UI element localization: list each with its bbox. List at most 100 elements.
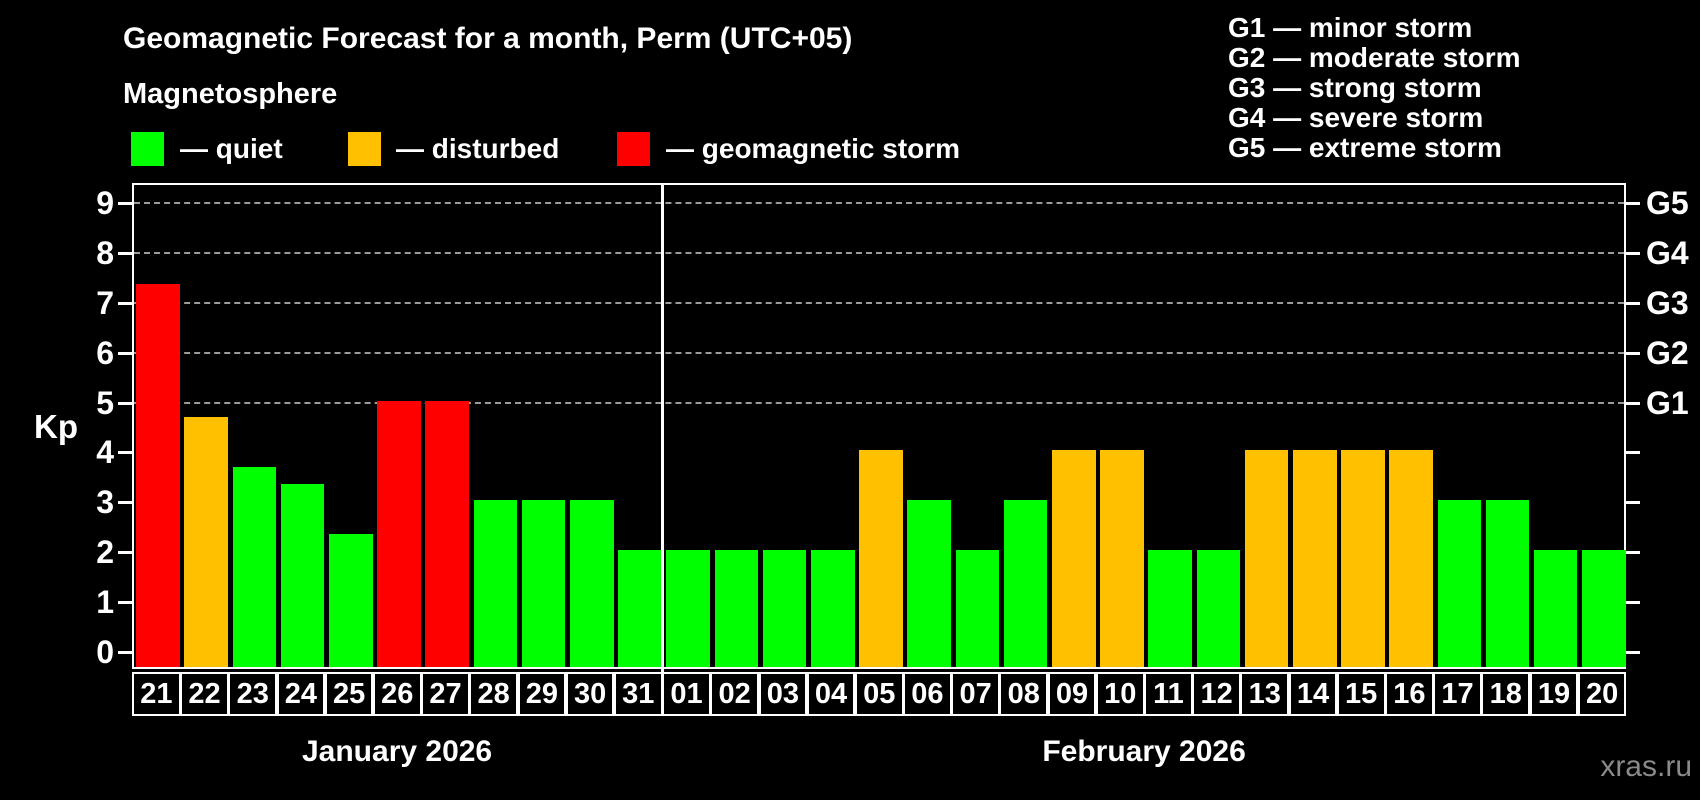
y-tick-7: [118, 301, 132, 305]
kp-bar-09: [1051, 450, 1096, 667]
right-tick-5: [1626, 401, 1640, 405]
g5-legend-line: G5 — extreme storm: [1228, 132, 1502, 163]
kp-bar-03: [762, 550, 807, 667]
right-axis-label-g4: G4: [1646, 234, 1689, 271]
day-label-cell-09: 09: [1047, 672, 1097, 716]
kp-bar-19: [1533, 550, 1578, 667]
quiet-color-swatch: [131, 132, 164, 166]
kp-bar-06: [907, 500, 951, 667]
kp-bar-01: [666, 550, 710, 667]
day-label-cell-30: 30: [565, 672, 615, 716]
kp-bar-18: [1485, 500, 1530, 667]
day-label-cell-16: 16: [1385, 672, 1434, 716]
y-tick-label-0: 0: [96, 634, 114, 670]
kp-bar-24: [280, 483, 325, 667]
day-label-cell-08: 08: [999, 672, 1049, 716]
day-label-cell-20: 20: [1577, 672, 1627, 716]
legend-item-storm: — geomagnetic storm: [617, 132, 961, 166]
legend-item-quiet: — quiet: [131, 132, 381, 166]
y-tick-label-5: 5: [96, 384, 114, 421]
kp-bar-29: [521, 500, 566, 667]
gridline-kp7: [134, 301, 1624, 304]
g1-legend-line: G1 — minor storm: [1228, 12, 1473, 43]
day-label-cell-23: 23: [228, 672, 278, 716]
chart-title: Geomagnetic Forecast for a month, Perm (…: [123, 22, 853, 55]
kp-bar-08: [1003, 500, 1048, 667]
g4-legend-line: G4 — severe storm: [1228, 102, 1484, 133]
g2-legend-line: G2 — moderate storm: [1228, 42, 1521, 73]
kp-bar-21: [136, 284, 180, 667]
y-tick-label-9: 9: [96, 184, 114, 221]
day-label-cell-13: 13: [1240, 672, 1290, 716]
kp-bar-15: [1341, 450, 1385, 667]
gridline-kp6: [134, 351, 1624, 354]
kp-bar-27: [425, 400, 470, 667]
right-axis-label-g2: G2: [1646, 334, 1689, 371]
kp-bar-20: [1582, 550, 1626, 667]
g-scale-legend: G1 — minor storm G2 — moderate storm G3 …: [1228, 13, 1521, 163]
plot-area: [132, 183, 1626, 669]
day-label-cell-31: 31: [613, 672, 663, 716]
right-tick-9: [1626, 201, 1640, 205]
day-label-cell-04: 04: [806, 672, 856, 716]
kp-bar-02: [714, 550, 759, 667]
day-label-cell-15: 15: [1336, 672, 1386, 716]
day-label-cell-21: 21: [132, 672, 181, 716]
month-label-0: January 2026: [301, 735, 493, 768]
day-label-cell-06: 06: [903, 672, 952, 716]
right-axis-label-g3: G3: [1646, 284, 1689, 321]
day-label-cell-18: 18: [1481, 672, 1531, 716]
right-tick-8: [1626, 251, 1640, 255]
right-tick-1: [1626, 601, 1640, 605]
kp-bar-28: [473, 500, 518, 667]
kp-bar-31: [618, 550, 662, 667]
kp-bar-13: [1244, 450, 1289, 667]
right-axis-label-g1: G1: [1646, 384, 1689, 421]
day-label-cell-24: 24: [276, 672, 326, 716]
right-tick-6: [1626, 351, 1640, 355]
y-axis-title: Kp: [34, 408, 78, 445]
day-label-cell-01: 01: [662, 672, 711, 716]
storm-color-swatch: [617, 132, 650, 166]
day-label-cell-02: 02: [710, 672, 759, 716]
right-tick-7: [1626, 301, 1640, 305]
legend-item-disturbed: — disturbed: [348, 132, 608, 166]
day-label-cell-05: 05: [854, 672, 904, 716]
y-tick-label-2: 2: [96, 534, 114, 571]
kp-bar-23: [232, 466, 277, 667]
right-tick-4: [1626, 451, 1640, 455]
legend-label-quiet: — quiet: [180, 133, 283, 164]
day-label-cell-27: 27: [421, 672, 470, 716]
month-label-1: February 2026: [1042, 735, 1246, 768]
y-tick-4: [118, 451, 132, 455]
legend-label-disturbed: — disturbed: [396, 133, 560, 164]
right-tick-0: [1626, 651, 1640, 654]
kp-bar-12: [1196, 550, 1241, 667]
legend-label-storm: — geomagnetic storm: [666, 133, 961, 164]
kp-bar-26: [377, 400, 421, 667]
gridline-kp5: [134, 401, 1624, 404]
day-label-cell-11: 11: [1144, 672, 1193, 716]
kp-bar-14: [1292, 450, 1337, 667]
y-tick-label-8: 8: [96, 234, 114, 271]
y-tick-6: [118, 351, 132, 355]
day-label-cell-28: 28: [469, 672, 519, 716]
kp-bar-05: [859, 450, 903, 667]
day-label-cell-12: 12: [1192, 672, 1241, 716]
right-tick-3: [1626, 501, 1640, 505]
gridline-kp9: [134, 201, 1624, 204]
magnetosphere-subtitle: Magnetosphere: [123, 78, 338, 110]
kp-bar-22: [184, 416, 229, 667]
kp-bar-16: [1389, 450, 1433, 667]
y-tick-label-6: 6: [96, 334, 114, 371]
kp-bar-04: [811, 550, 855, 667]
day-label-cell-25: 25: [324, 672, 374, 716]
y-tick-8: [118, 251, 132, 255]
y-tick-label-4: 4: [96, 434, 114, 471]
plot-inner: [134, 185, 1626, 667]
watermark: xras.ru: [1600, 750, 1692, 783]
right-tick-2: [1626, 551, 1640, 555]
gridline-kp8: [134, 251, 1624, 254]
kp-bar-25: [329, 533, 373, 667]
y-tick-5: [118, 401, 132, 405]
